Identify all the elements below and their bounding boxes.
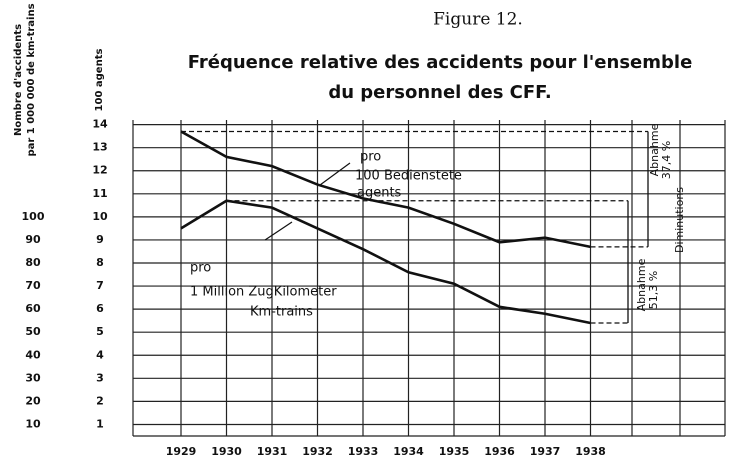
y-tick-label: 5: [96, 325, 104, 338]
series-label: pro: [360, 150, 381, 165]
y-tick-label: 11: [92, 187, 107, 200]
x-tick-label: 1937: [530, 445, 561, 458]
y2-tick-label: 90: [25, 233, 41, 246]
y-tick-label: 14: [92, 118, 108, 131]
series-label: 100 Bedienstete: [355, 169, 462, 184]
series-label: pro: [190, 261, 211, 276]
y-tick-label: 3: [96, 371, 104, 384]
y2-tick-label: 40: [25, 348, 41, 361]
y2-tick-label: 50: [25, 325, 41, 338]
x-tick-label: 1931: [257, 445, 288, 458]
y2-tick-label: 10: [25, 417, 41, 430]
y2-tick-label: 30: [25, 371, 41, 384]
y-axis-label: 100 agents: [94, 49, 105, 112]
y2-tick-label: 60: [25, 302, 41, 315]
x-tick-label: 1936: [484, 445, 515, 458]
figure-label: Figure 12.: [433, 10, 523, 30]
annotation: 37,4 %: [660, 141, 673, 179]
x-tick-label: 1935: [439, 445, 470, 458]
y2-axis-label: Nombre d'accidents: [13, 24, 24, 136]
annotation: 51,3 %: [647, 271, 660, 309]
annotation: Diminutions: [673, 187, 686, 253]
line-series: [180, 199, 591, 325]
x-tick-label: 1934: [393, 445, 424, 458]
line-series: [180, 130, 591, 249]
y2-tick-label: 100: [22, 210, 45, 223]
y-tick-label: 7: [96, 279, 104, 292]
y-tick-label: 2: [96, 394, 104, 407]
series-label: agents: [357, 186, 402, 201]
x-tick-label: 1930: [211, 445, 242, 458]
x-tick-label: 1933: [348, 445, 379, 458]
y-tick-label: 1: [96, 417, 104, 430]
annotation: Abnahme: [648, 123, 661, 176]
x-tick-label: 1932: [302, 445, 333, 458]
y2-tick-label: 70: [25, 279, 41, 292]
chart-title: du personnel des CFF.: [328, 82, 551, 103]
series-label: Km-trains: [250, 305, 313, 320]
y-tick-label: 10: [92, 210, 108, 223]
x-tick-label: 1938: [575, 445, 606, 458]
chart-title: Fréquence relative des accidents pour l'…: [188, 52, 693, 73]
pointer: [319, 162, 351, 186]
series-label: 1 Million ZugKilometer: [190, 285, 337, 300]
y2-tick-label: 80: [25, 256, 41, 269]
x-tick-label: 1929: [166, 445, 197, 458]
y-tick-label: 6: [96, 302, 104, 315]
y-tick-label: 13: [92, 141, 107, 154]
y-tick-label: 9: [96, 233, 104, 246]
y2-axis-label: par 1 000 000 de km-trains: [26, 3, 37, 156]
y-tick-label: 4: [96, 348, 104, 361]
y-tick-label: 12: [92, 164, 107, 177]
y2-tick-label: 20: [25, 394, 41, 407]
pointer: [264, 221, 293, 241]
y-tick-label: 8: [96, 256, 104, 269]
annotation: Abnahme: [635, 258, 648, 311]
